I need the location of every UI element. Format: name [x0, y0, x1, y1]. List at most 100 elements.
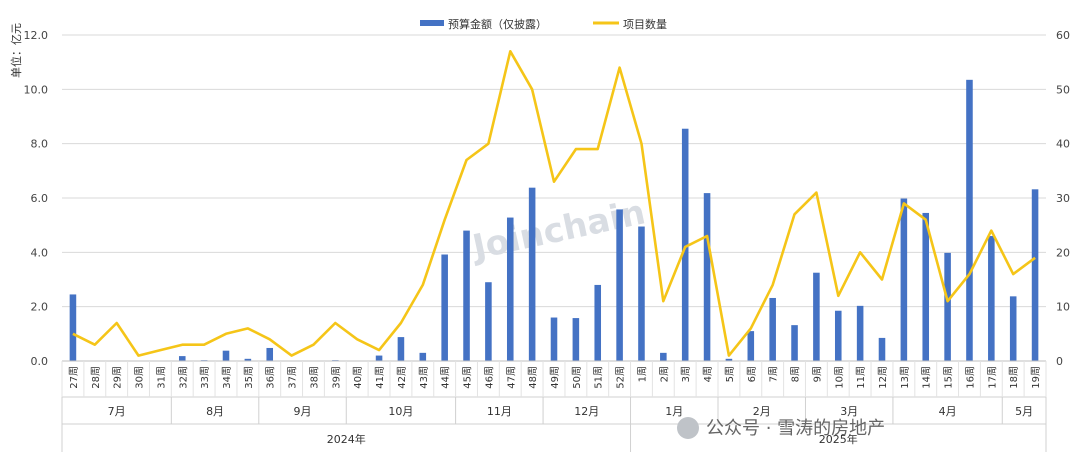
- x-tick-label: 45周: [462, 366, 474, 389]
- legend-bar-swatch: [420, 20, 444, 26]
- x-tick-label: 47周: [505, 366, 517, 389]
- bar: [813, 272, 820, 361]
- x-tick-label: 6周: [746, 366, 758, 382]
- month-label: 9月: [294, 405, 312, 418]
- bar: [834, 310, 842, 361]
- left-tick-label: 12.0: [24, 29, 49, 42]
- x-tick-label: 44周: [440, 366, 452, 389]
- x-tick-label: 9周: [811, 366, 823, 382]
- bar: [528, 187, 536, 361]
- unit-label: 单位：亿元: [9, 23, 23, 78]
- bar: [1009, 296, 1017, 361]
- line-series: [72, 49, 1036, 357]
- bar: [244, 358, 252, 361]
- bar: [660, 352, 667, 361]
- footer-watermark: 公众号 · 雪涛的房地产: [677, 417, 885, 439]
- x-tick-label: 12周: [877, 366, 889, 389]
- footer-text: 公众号 · 雪涛的房地产: [706, 418, 885, 439]
- month-label: 2月: [753, 405, 771, 418]
- bar: [441, 254, 448, 361]
- x-axis: 27周 28周 29周 30周 31周 32周 33周 34周 35周 36周 37周 38周 39周 4…: [61, 360, 1047, 452]
- right-tick-label: 0: [1056, 355, 1063, 368]
- bar: [550, 317, 558, 361]
- x-tick-label: 42周: [396, 366, 408, 389]
- x-tick-label: 13周: [899, 366, 911, 389]
- x-tick-label: 38周: [309, 366, 321, 389]
- bar: [681, 128, 689, 361]
- left-axis: 0.0 2.0 4.0 6.0 8.0 10.0 12.0: [24, 29, 49, 368]
- x-tick-label: 3周: [680, 366, 692, 382]
- legend: 预算金额（仅披露） 项目数量: [420, 17, 667, 31]
- left-tick-label: 6.0: [31, 192, 49, 205]
- month-label: 8月: [206, 405, 224, 418]
- bar: [747, 331, 755, 361]
- x-tick-label: 11周: [855, 366, 867, 389]
- month-label: 1月: [665, 405, 683, 418]
- x-tick-label: 17周: [986, 366, 998, 389]
- right-tick-label: 40: [1056, 138, 1070, 151]
- month-label: 4月: [939, 405, 957, 418]
- right-tick-label: 10: [1056, 301, 1070, 314]
- x-tick-label: 10周: [833, 366, 845, 389]
- bar: [178, 356, 186, 361]
- x-tick-label: 46周: [483, 366, 495, 389]
- year-label: 2025年: [819, 432, 858, 446]
- x-tick-label: 34周: [221, 366, 233, 389]
- x-tick-label: 28周: [90, 366, 102, 389]
- x-tick-label: 16周: [965, 366, 977, 389]
- x-tick-label: 14周: [921, 366, 933, 389]
- bar: [485, 282, 492, 361]
- year-label: 2024年: [327, 432, 366, 446]
- gridlines: [62, 34, 1046, 362]
- bar: [769, 297, 776, 361]
- x-tick-label: 15周: [943, 366, 955, 389]
- bar: [616, 209, 623, 361]
- bar: [638, 226, 645, 361]
- x-tick-label: 52周: [615, 366, 627, 389]
- bar: [725, 358, 733, 361]
- left-tick-label: 0.0: [31, 355, 49, 368]
- bar: [572, 318, 580, 361]
- x-tick-label: 51周: [593, 366, 605, 389]
- x-tick-label: 27周: [68, 366, 80, 389]
- x-tick-label: 5周: [724, 366, 736, 382]
- left-tick-label: 8.0: [31, 138, 49, 151]
- bar: [375, 355, 383, 361]
- x-tick-label: 7周: [768, 366, 780, 382]
- x-tick-label: 18周: [1008, 366, 1020, 389]
- bar: [506, 217, 514, 361]
- month-label: 7月: [108, 405, 126, 418]
- series-line: [72, 49, 1036, 357]
- legend-bar-label: 预算金额（仅披露）: [448, 17, 547, 31]
- x-tick-label: 50周: [571, 366, 583, 389]
- bar: [266, 347, 274, 361]
- bar: [856, 305, 864, 361]
- bar: [988, 236, 995, 361]
- x-tick-label: 32周: [177, 366, 189, 389]
- wechat-icon: [677, 417, 699, 439]
- month-label: 12月: [574, 405, 599, 418]
- left-tick-label: 10.0: [24, 83, 49, 96]
- bar: [419, 352, 427, 361]
- bar-series: [69, 79, 1039, 361]
- x-tick-label: 31周: [155, 366, 167, 389]
- x-tick-label: 30周: [134, 366, 146, 389]
- x-tick-label: 33周: [199, 366, 211, 389]
- bar: [69, 294, 77, 361]
- x-tick-label: 8周: [790, 366, 802, 382]
- x-tick-label: 39周: [330, 366, 342, 389]
- x-tick-label: 2周: [658, 366, 670, 382]
- x-tick-label: 35周: [243, 366, 255, 389]
- left-tick-label: 4.0: [31, 246, 49, 259]
- bar: [703, 193, 711, 361]
- x-tick-label: 43周: [418, 366, 430, 389]
- bar: [463, 230, 470, 361]
- x-tick-label: 40周: [352, 366, 364, 389]
- bar: [791, 325, 798, 361]
- right-tick-label: 30: [1056, 192, 1070, 205]
- x-tick-label: 29周: [112, 366, 124, 389]
- bar: [966, 79, 973, 361]
- left-tick-label: 2.0: [31, 301, 49, 314]
- x-tick-label: 48周: [527, 366, 539, 389]
- x-tick-label: 1周: [637, 366, 649, 382]
